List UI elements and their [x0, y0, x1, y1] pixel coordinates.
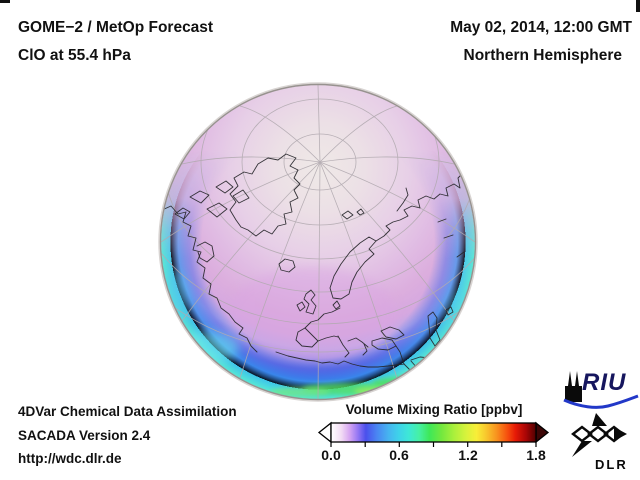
dlr-logo: DLR — [570, 413, 634, 477]
version-label: SACADA Version 2.4 — [18, 427, 151, 443]
colorbar-ticks — [330, 442, 537, 447]
region-label: Northern Hemisphere — [463, 47, 622, 64]
globe-data-field — [161, 85, 475, 399]
product-title: GOME−2 / MetOp Forecast — [18, 19, 214, 36]
riu-logo: RIU — [562, 368, 640, 412]
corner-artifact-right — [636, 0, 640, 12]
colorbar — [317, 421, 550, 447]
colorbar-tick-label-0: 0.0 — [321, 447, 341, 463]
colorbar-tick-label-2: 1.2 — [458, 447, 478, 463]
cathedral-icon — [565, 371, 582, 402]
globe-limb-edge — [159, 83, 477, 401]
colorbar-title: Volume Mixing Ratio [ppbv] — [345, 402, 523, 417]
colorbar-gradient-bar — [330, 422, 537, 443]
corner-artifact-left — [0, 0, 10, 3]
footer-left: 4DVar Chemical Data Assimilation SACADA … — [18, 400, 237, 471]
riu-logo-graphics — [563, 371, 639, 409]
colorbar-left-arrow — [317, 421, 332, 444]
colorbar-right-arrow — [535, 421, 550, 444]
riu-logo-text: RIU — [582, 369, 627, 396]
assimilation-label: 4DVar Chemical Data Assimilation — [18, 404, 237, 419]
url-label: http://wdc.dlr.de — [18, 451, 122, 466]
colorbar-tick-label-1: 0.6 — [389, 447, 409, 463]
datetime-label: May 02, 2014, 12:00 GMT — [450, 19, 632, 36]
header-right: May 02, 2014, 12:00 GMT Northern Hemisph… — [450, 14, 632, 70]
colorbar-tick-label-3: 1.8 — [526, 447, 546, 463]
species-level: ClO at 55.4 hPa — [18, 47, 131, 64]
river-wave-icon — [563, 394, 639, 409]
header-left: GOME−2 / MetOp Forecast ClO at 55.4 hPa — [18, 14, 213, 70]
dlr-emblem-icon — [571, 413, 627, 457]
dlr-logo-text: DLR — [595, 457, 628, 472]
